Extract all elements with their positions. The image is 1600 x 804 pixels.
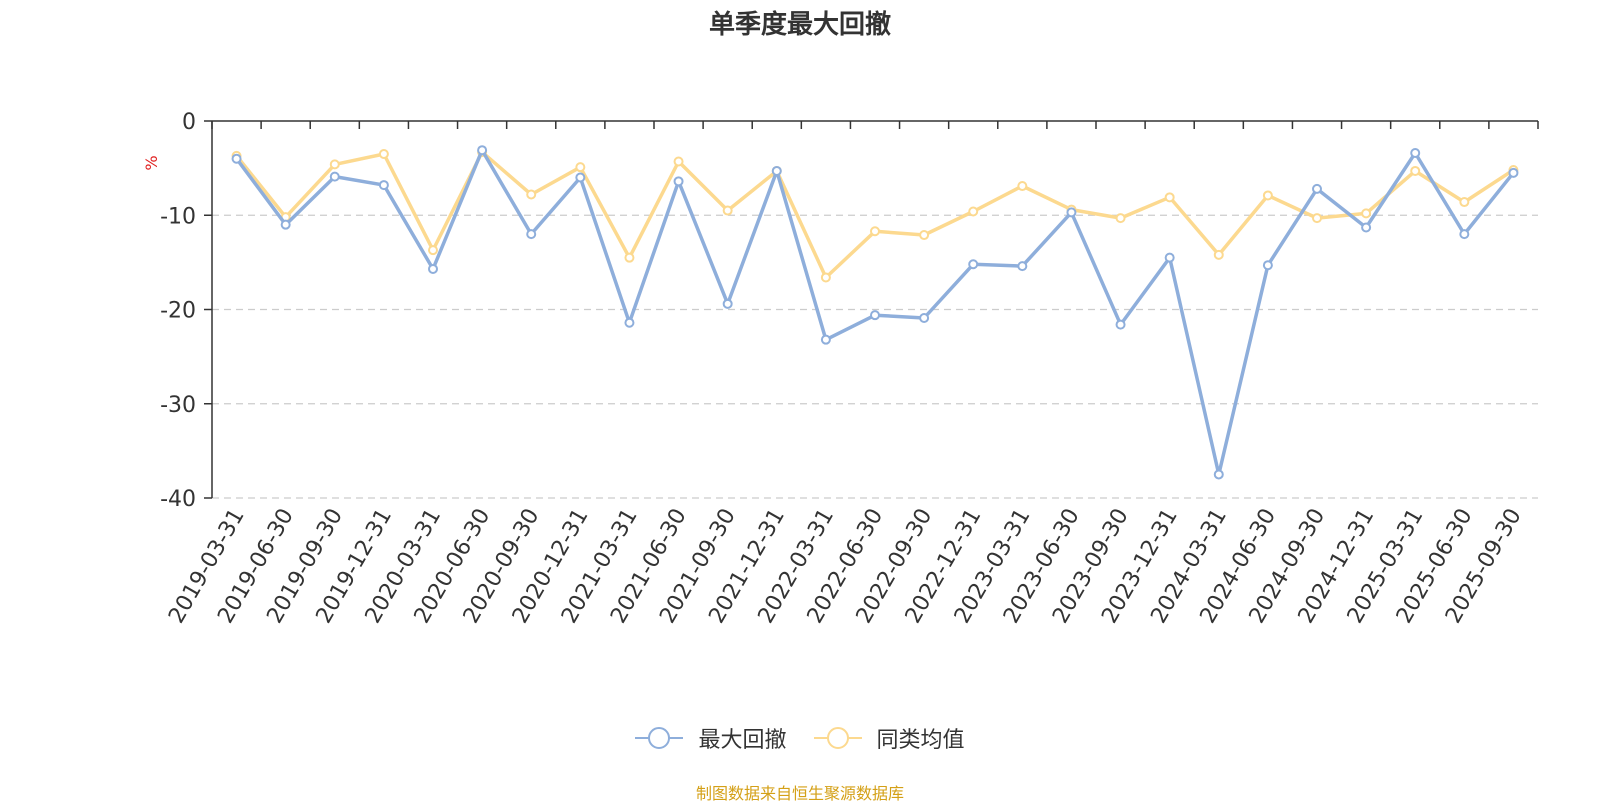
data-point — [870, 310, 880, 321]
legend-label: 同类均值 — [876, 728, 965, 753]
data-point — [231, 153, 242, 164]
data-point — [1459, 229, 1470, 240]
data-point — [1361, 222, 1372, 233]
data-point — [771, 165, 782, 176]
data-point — [968, 259, 979, 270]
data-point — [1115, 213, 1126, 224]
y-tick-label: 0 — [182, 110, 196, 135]
data-point — [968, 206, 979, 217]
data-point — [1066, 207, 1077, 218]
data-point — [1017, 181, 1028, 192]
data-point — [428, 263, 438, 274]
data-point — [1213, 469, 1224, 480]
y-tick-label: -40 — [160, 487, 196, 512]
y-tick-label: -30 — [160, 393, 196, 418]
legend-label: 最大回撤 — [698, 728, 787, 753]
data-point — [820, 272, 831, 283]
data-point — [1459, 197, 1470, 208]
data-point — [1361, 208, 1372, 219]
data-point — [526, 229, 537, 240]
data-point — [870, 226, 880, 237]
data-point — [428, 245, 438, 256]
data-point — [329, 159, 340, 170]
y-axis-label: % — [142, 155, 161, 170]
data-point — [575, 172, 586, 183]
y-tick-label: -10 — [160, 204, 196, 229]
data-point — [1410, 148, 1421, 159]
data-point — [1017, 261, 1028, 272]
data-point — [378, 180, 389, 191]
data-point — [1164, 252, 1175, 263]
data-point — [1410, 165, 1421, 176]
legend-item-max-drawdown[interactable]: 最大回撤 — [635, 722, 787, 754]
y-tick-label: -20 — [160, 299, 196, 324]
chart-title: 单季度最大回撤 — [708, 10, 891, 40]
data-point — [919, 230, 930, 241]
data-point — [673, 176, 684, 187]
source-note: 制图数据来自恒生聚源数据库 — [695, 784, 904, 803]
legend-marker-icon — [635, 727, 684, 749]
data-point — [1115, 319, 1126, 330]
legend-marker-icon — [813, 727, 862, 749]
data-point — [280, 219, 291, 230]
data-point — [1312, 183, 1322, 194]
data-point — [1164, 192, 1175, 203]
legend: 最大回撤 同类均值 — [0, 722, 1600, 754]
data-point — [575, 162, 586, 173]
legend-item-peer-average[interactable]: 同类均值 — [813, 722, 965, 754]
data-point — [820, 334, 831, 345]
data-point — [1262, 260, 1273, 271]
data-point — [722, 298, 733, 309]
data-point — [919, 312, 930, 323]
data-point — [1262, 190, 1273, 201]
data-point — [1312, 213, 1322, 224]
data-point — [624, 317, 635, 328]
data-point — [1213, 249, 1224, 260]
data-point — [329, 171, 340, 182]
data-point — [673, 156, 684, 167]
data-point — [722, 205, 733, 216]
data-point — [477, 145, 488, 156]
data-point — [378, 148, 389, 159]
data-point — [1508, 167, 1519, 178]
data-point — [526, 189, 537, 200]
data-point — [624, 252, 635, 263]
